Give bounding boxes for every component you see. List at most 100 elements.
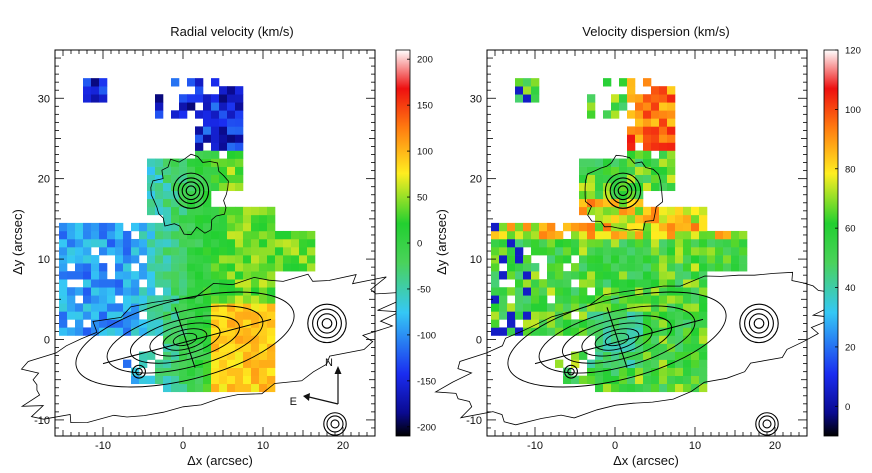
map-cell [611, 238, 620, 248]
map-cell [227, 367, 236, 376]
map-cell [259, 343, 268, 352]
star-contour [132, 364, 146, 379]
map-cell [91, 263, 100, 272]
map-cell [635, 335, 644, 344]
map-cell [651, 238, 660, 248]
map-cell [179, 351, 188, 360]
map-cell [507, 238, 516, 248]
colorbar-tick-label: 50 [417, 193, 428, 204]
map-cell [171, 158, 180, 167]
map-cell [627, 255, 636, 264]
map-cell [603, 327, 612, 336]
map-cell [251, 359, 260, 368]
map-cell [571, 263, 580, 272]
map-cell [91, 303, 100, 312]
map-cell [155, 327, 164, 336]
map-cell [307, 247, 316, 256]
map-cell [667, 351, 676, 360]
map-cell [611, 174, 620, 183]
map-cell [691, 295, 700, 304]
y-tick-label: 20 [38, 174, 50, 186]
map-cell [259, 375, 268, 385]
map-cell [235, 319, 244, 328]
map-cell [691, 271, 700, 280]
map-cell [595, 279, 604, 288]
map-cell [627, 110, 636, 119]
map-cell [643, 319, 652, 328]
map-cell [147, 174, 156, 183]
map-cell [627, 198, 636, 208]
map-cell [683, 383, 692, 393]
map-cell [227, 271, 236, 280]
map-cell [635, 351, 644, 360]
map-cell [523, 271, 532, 280]
map-cell [179, 359, 188, 368]
map-cell [307, 263, 316, 272]
map-cell [171, 247, 180, 256]
map-cell [595, 343, 604, 352]
map-cell [115, 263, 124, 272]
map-cell [643, 287, 652, 296]
map-cell [659, 247, 668, 256]
map-cell [75, 311, 84, 320]
map-cell [691, 230, 700, 240]
map-cell [667, 182, 676, 192]
map-cell [227, 303, 236, 312]
map-cell [699, 247, 708, 256]
map-cell [195, 383, 204, 393]
map-cell [267, 375, 276, 385]
colorbar-tick-label: 40 [845, 283, 856, 294]
map-cell [651, 359, 660, 368]
map-cell [299, 255, 308, 264]
map-cell [571, 351, 580, 360]
map-cell [91, 287, 100, 296]
map-cell [507, 303, 516, 312]
map-cell [275, 263, 284, 272]
map-cell [691, 263, 700, 272]
map-cell [587, 311, 596, 320]
map-cell [667, 230, 676, 240]
map-cell [651, 375, 660, 385]
map-cell [227, 158, 236, 167]
map-cell [595, 271, 604, 280]
map-cell [635, 279, 644, 288]
map-cell [651, 279, 660, 288]
map-cell [139, 263, 148, 272]
map-cell [643, 343, 652, 352]
map-cell [163, 335, 172, 344]
map-cell [203, 134, 212, 143]
map-cell [235, 182, 244, 192]
map-cell [683, 255, 692, 264]
map-cell [203, 295, 212, 304]
map-cell [587, 255, 596, 264]
star-contour [748, 313, 770, 334]
map-cell [147, 166, 156, 175]
map-cell [259, 247, 268, 256]
map-cell [579, 295, 588, 304]
map-cell [211, 343, 220, 352]
map-cell [67, 238, 76, 248]
map-cell [619, 247, 628, 256]
map-cell [699, 238, 708, 248]
map-cell [739, 255, 748, 264]
map-cell [611, 110, 620, 119]
map-cell [675, 327, 684, 336]
map-cell [691, 214, 700, 224]
map-cell [107, 327, 116, 336]
map-cell [675, 359, 684, 368]
map-cell [203, 351, 212, 360]
radial-velocity-panel: Radial velocity (km/s) -10 0 10 20-10010203… [10, 24, 436, 468]
map-cell [643, 375, 652, 385]
map-cell [235, 375, 244, 385]
map-cell [235, 166, 244, 175]
map-cell [235, 214, 244, 224]
map-cell [619, 279, 628, 288]
map-cell [587, 263, 596, 272]
map-cell [571, 295, 580, 304]
map-cell [659, 150, 668, 159]
map-cell [227, 150, 236, 159]
map-cell [179, 279, 188, 288]
x-tick-label: 0 [612, 440, 618, 452]
map-cell [627, 126, 636, 135]
map-cell [195, 110, 204, 119]
